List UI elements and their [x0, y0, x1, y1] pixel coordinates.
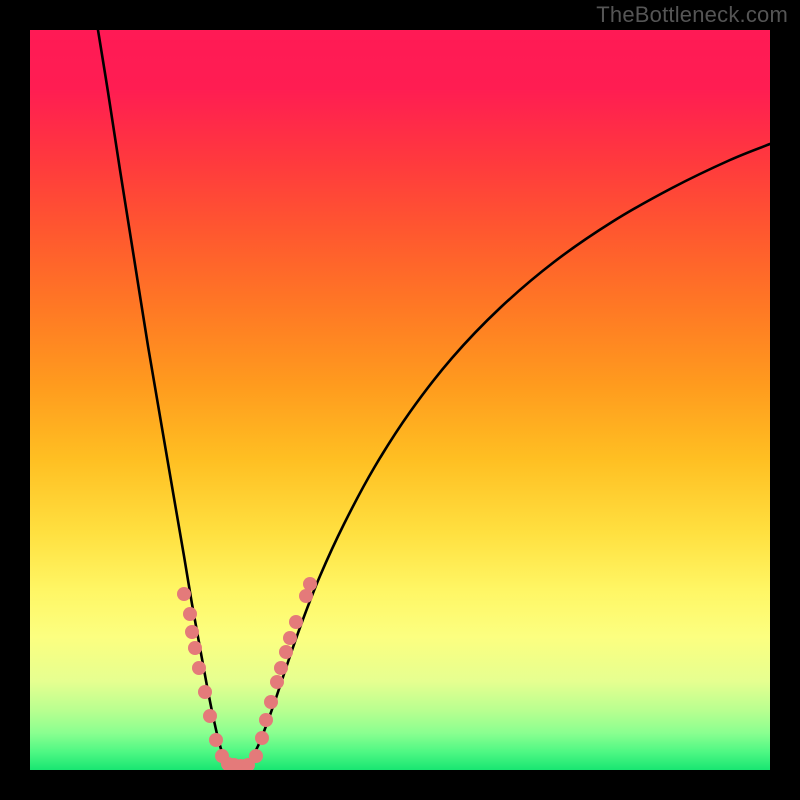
chart-container: TheBottleneck.com [0, 0, 800, 800]
data-marker [185, 625, 199, 639]
data-marker [303, 577, 317, 591]
data-marker [279, 645, 293, 659]
data-marker [259, 713, 273, 727]
data-marker [274, 661, 288, 675]
data-marker [198, 685, 212, 699]
data-marker [188, 641, 202, 655]
data-marker [177, 587, 191, 601]
bottleneck-chart-svg [0, 0, 800, 800]
data-marker [264, 695, 278, 709]
data-marker [289, 615, 303, 629]
data-marker [255, 731, 269, 745]
data-marker [299, 589, 313, 603]
data-marker [270, 675, 284, 689]
data-marker [192, 661, 206, 675]
data-marker [209, 733, 223, 747]
plot-gradient-bg [30, 30, 770, 770]
watermark-text: TheBottleneck.com [596, 2, 788, 28]
data-marker [249, 749, 263, 763]
data-marker [203, 709, 217, 723]
data-marker [283, 631, 297, 645]
data-marker [183, 607, 197, 621]
